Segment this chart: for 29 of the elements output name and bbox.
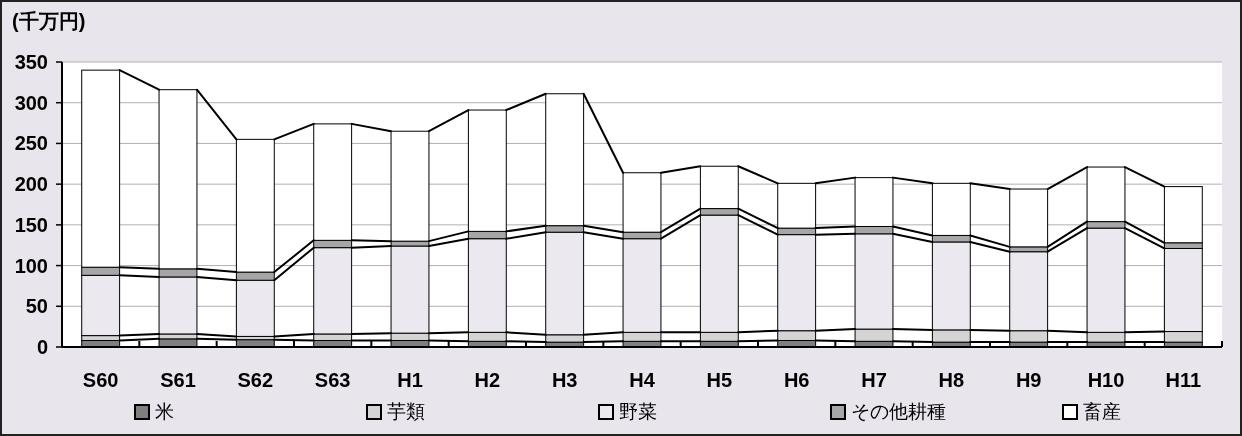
- y-tick-label: 100: [14, 254, 48, 277]
- x-tick-label: H10: [1087, 369, 1125, 391]
- legend-label: 畜産: [1083, 401, 1121, 422]
- legend-label: 芋類: [387, 401, 425, 422]
- legend-label: その他耕種: [851, 401, 946, 422]
- y-tick-label: 0: [36, 336, 48, 358]
- y-axis-title: (千万円): [12, 10, 86, 32]
- y-tick-label: 300: [14, 91, 48, 114]
- y-tick-label: 50: [25, 295, 48, 318]
- legend-label: 野菜: [619, 401, 657, 422]
- x-tick-label: S60: [82, 369, 119, 391]
- x-tick-label: H7: [861, 369, 887, 391]
- x-tick-label: H11: [1165, 369, 1202, 391]
- x-tick-label: H8: [938, 369, 965, 391]
- x-tick-label: S63: [314, 369, 351, 391]
- y-tick-label: 150: [14, 213, 48, 236]
- y-tick-label: 350: [14, 51, 48, 73]
- y-tick-label: 250: [14, 132, 48, 155]
- x-tick-label: H5: [706, 369, 733, 391]
- x-tick-label: H6: [783, 369, 810, 391]
- x-tick-label: H2: [474, 369, 501, 391]
- x-tick-label: S61: [160, 369, 196, 391]
- x-tick-label: S62: [237, 369, 274, 391]
- x-tick-label: H4: [629, 369, 656, 391]
- y-tick-label: 200: [14, 173, 48, 196]
- x-tick-label: H9: [1015, 369, 1042, 391]
- x-tick-label: H3: [551, 369, 578, 391]
- x-tick-label: H1: [397, 369, 423, 391]
- legend-label: 米: [155, 401, 174, 422]
